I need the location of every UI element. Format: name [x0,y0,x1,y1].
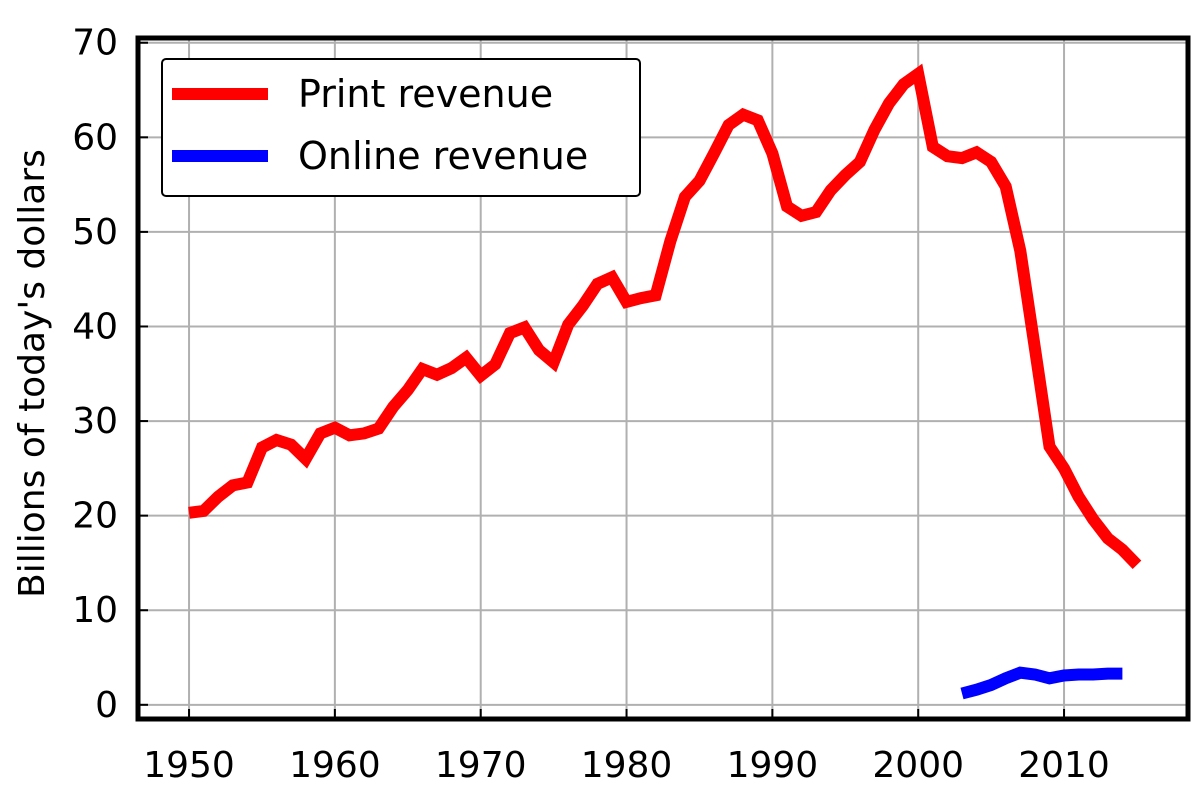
y-tick-label: 50 [72,212,118,253]
y-tick-label: 20 [72,496,118,537]
y-tick-label: 10 [72,590,118,631]
series-line-print-revenue [188,63,1142,569]
y-tick-label: 70 [72,23,118,64]
x-tick-label: 2010 [1018,745,1110,786]
x-tick-label: 1970 [435,745,527,786]
legend-label: Online revenue [298,134,588,178]
y-axis-label: Billions of today's dollars [12,149,53,598]
y-tick-label: 0 [95,685,118,726]
legend-label: Print revenue [298,72,553,116]
x-tick-label: 2000 [872,745,964,786]
x-tick-label: 1960 [289,745,381,786]
legend-box [161,58,641,197]
x-tick-label: 1980 [581,745,673,786]
series-lines [188,63,1142,700]
axis-ticks: 1950 1960 1970 1980 1990 2000 2010 0 10 20 30 40 50 6… [72,23,1110,786]
y-tick-label: 30 [72,401,118,442]
legend: Print revenue Online revenue [161,58,641,197]
y-tick-label: 60 [72,117,118,158]
x-tick-label: 1990 [727,745,819,786]
series-line-online-revenue [960,666,1123,700]
x-tick-label: 1950 [143,745,235,786]
plot-frame [135,35,1191,722]
y-tick-label: 40 [72,306,118,347]
